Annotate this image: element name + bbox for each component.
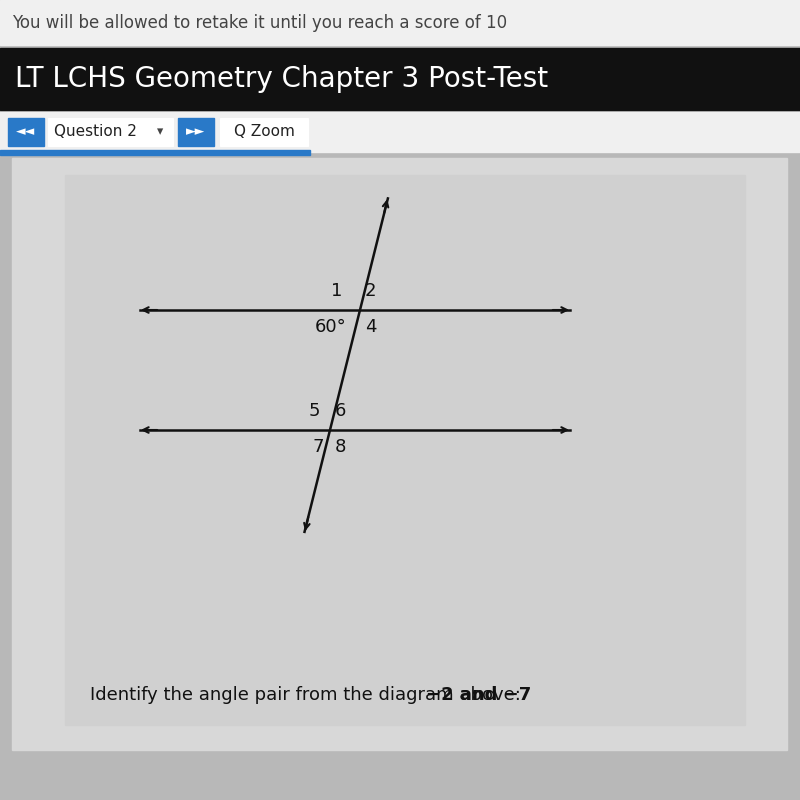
Bar [0,0,800,45]
Text: ◄◄: ◄◄ [16,126,36,138]
Bar [0,150,310,155]
Text: You will be allowed to retake it until you reach a score of 10: You will be allowed to retake it until y… [12,14,507,32]
Text: Question 2: Question 2 [54,125,137,139]
Text: −2 and −7: −2 and −7 [426,686,531,704]
Text: 7: 7 [313,438,324,456]
Text: Q Zoom: Q Zoom [234,125,294,139]
Text: 5: 5 [309,402,320,420]
Text: 4: 4 [365,318,377,336]
Text: 8: 8 [335,438,346,456]
Text: Identify the angle pair from the diagram above:: Identify the angle pair from the diagram… [90,686,526,704]
Text: 6: 6 [335,402,346,420]
Bar [48,118,173,146]
Bar [220,118,308,146]
Bar [12,158,787,750]
Text: 1: 1 [330,282,342,300]
Text: ►►: ►► [186,126,206,138]
Text: LT LCHS Geometry Chapter 3 Post-Test: LT LCHS Geometry Chapter 3 Post-Test [15,65,548,93]
Bar [65,175,745,725]
Bar [8,118,44,146]
Text: 2: 2 [365,282,377,300]
Bar [178,118,214,146]
Text: ▾: ▾ [157,126,163,138]
Bar [0,112,800,152]
Bar [0,48,800,110]
Text: 60°: 60° [314,318,346,336]
